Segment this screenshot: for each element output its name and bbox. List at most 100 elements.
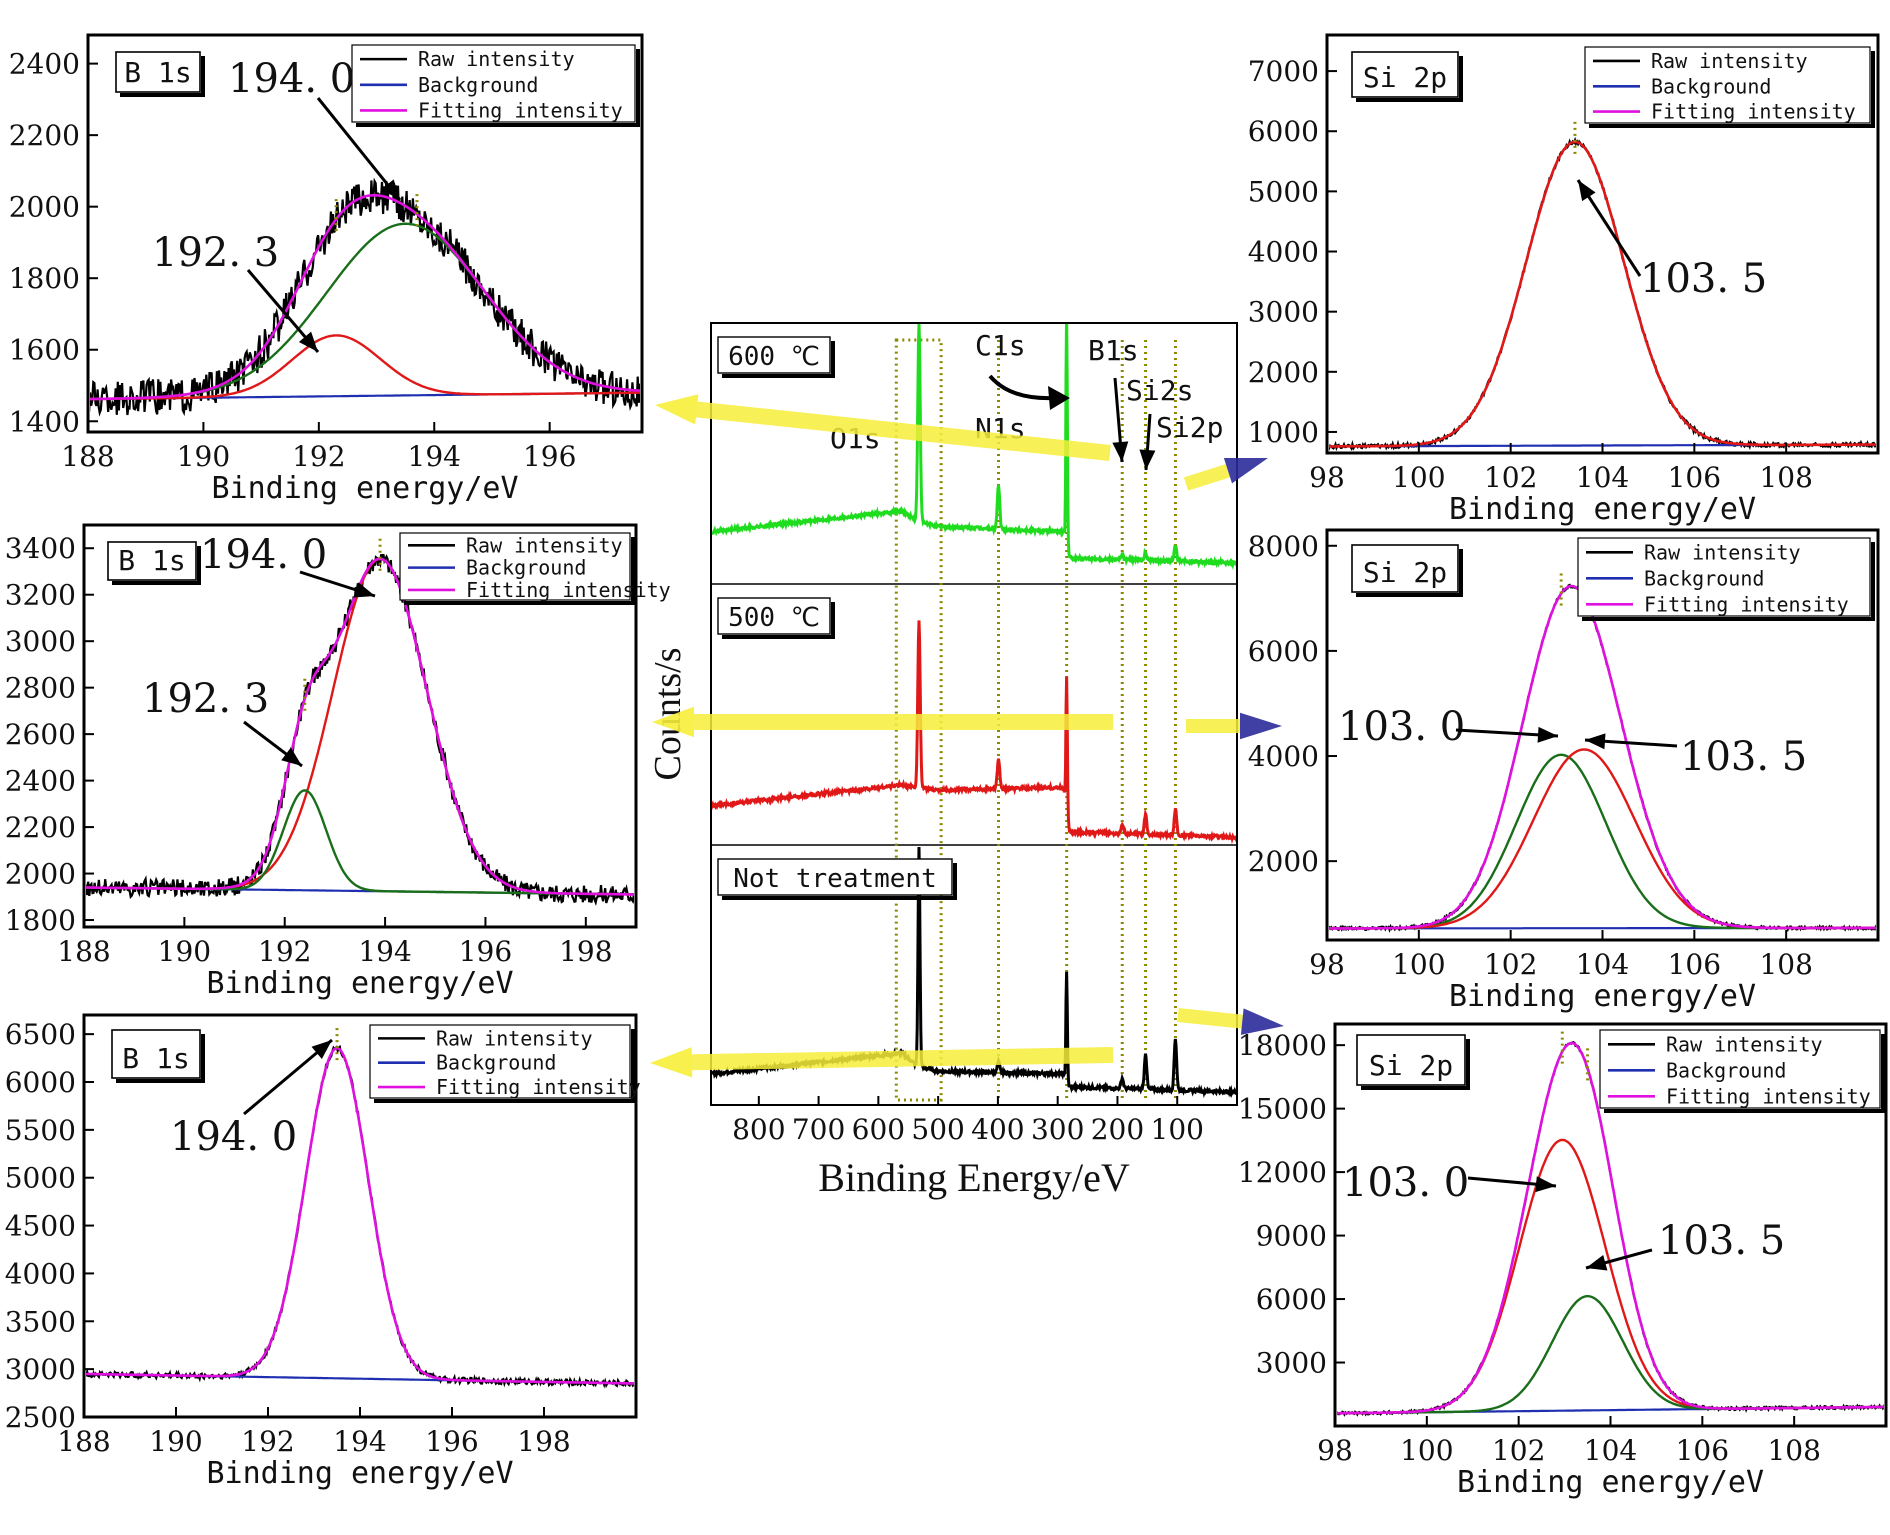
y-tick-label: 3400	[5, 532, 76, 565]
annotation-arrow-head	[281, 747, 302, 766]
fitting-intensity-line	[1329, 584, 1876, 930]
x-tick-label: 102	[1484, 461, 1537, 494]
x-axis-title: Binding energy/eV	[1449, 492, 1756, 527]
plot-b1s-500: 188 190 192 194 196 198 1800 2000 2200 2400 2600 28…	[5, 523, 671, 1001]
legend-shadow	[356, 49, 640, 127]
legend-label: Background	[1651, 74, 1771, 98]
y-tick-label: 1000	[1248, 416, 1319, 449]
survey-spectrum-1	[712, 324, 1236, 571]
x-tick-label: 98	[1317, 1434, 1353, 1467]
legend-label: Raw intensity	[418, 47, 575, 71]
legend-label: Fitting intensity	[436, 1075, 641, 1099]
survey-panel-area	[712, 620, 1236, 844]
plot-si2p-500: 98 100 102 104 106 108 2000 4000 6000 8000 Binding…	[1248, 528, 1880, 1014]
x-tick-label: 190	[149, 1425, 202, 1458]
annotation-arrow-head	[1535, 1176, 1556, 1193]
x-tick-label: 100	[1400, 1434, 1453, 1467]
survey-panel-label-shadow	[722, 602, 835, 639]
legend-label: Fitting intensity	[1651, 100, 1856, 124]
x-axis-title: Binding energy/eV	[1449, 979, 1756, 1014]
peak-annotation: 194. 0	[228, 56, 355, 102]
survey-panel-label: 500 ℃	[728, 603, 820, 633]
legend-label: Fitting intensity	[1666, 1084, 1871, 1108]
peak-annotation: 194. 0	[170, 1114, 297, 1160]
survey-panel-label-box	[717, 597, 831, 635]
peak-annotation: 194. 0	[200, 532, 327, 578]
spectrum-label-shadow	[1361, 1039, 1470, 1090]
survey-x-tick-label: 100	[1151, 1113, 1204, 1146]
annotation-arrow-head	[298, 331, 318, 352]
spectrum-label-box	[1356, 1034, 1466, 1086]
x-tick-label: 190	[158, 935, 211, 968]
x-axis-title: Binding energy/eV	[1457, 1465, 1764, 1500]
annotation-arrow-head	[1585, 733, 1606, 750]
plot-area	[86, 1044, 634, 1389]
y-tick-label: 6000	[5, 1066, 76, 1099]
y-tick-label: 15000	[1238, 1093, 1327, 1126]
x-tick-label: 104	[1584, 1434, 1637, 1467]
plot-area	[1329, 583, 1876, 933]
spectrum-label-shadow	[112, 546, 201, 585]
spectrum-label-shadow	[116, 1034, 205, 1083]
connector-arrow-head	[655, 394, 699, 425]
y-tick-label: 12000	[1238, 1156, 1327, 1189]
survey-x-tick-label: 700	[792, 1113, 845, 1146]
x-tick-label: 102	[1484, 948, 1537, 981]
legend-label: Background	[1666, 1058, 1786, 1082]
fitting-intensity-line	[1337, 1041, 1884, 1415]
survey-peak-label: B1s	[1088, 334, 1139, 367]
connector-arrow-head	[650, 1047, 693, 1078]
y-tick-label: 3000	[1248, 296, 1319, 329]
survey-x-tick-label: 400	[971, 1113, 1024, 1146]
connector-arrow-head	[1223, 458, 1268, 484]
y-tick-label: 3200	[5, 579, 76, 612]
x-tick-label: 192	[292, 440, 345, 473]
y-tick-label: 1800	[9, 262, 80, 295]
spectrum-label: B 1s	[122, 1042, 189, 1075]
plot-b1s-nt: 188 190 192 194 196 198 2500 3000 3500 4000 4500 50…	[5, 1013, 641, 1491]
x-tick-label: 108	[1767, 1434, 1820, 1467]
spectrum-label-shadow	[1356, 56, 1463, 102]
survey-panel-label-box	[717, 858, 953, 896]
y-tick-label: 6000	[1248, 115, 1319, 148]
x-tick-label: 108	[1759, 948, 1812, 981]
legend-label: Raw intensity	[436, 1026, 593, 1050]
x-tick-label: 104	[1576, 461, 1629, 494]
connector-arrow-shaft	[695, 401, 1111, 461]
y-tick-label: 2400	[9, 48, 80, 81]
spectrum-label: Si 2p	[1369, 1049, 1453, 1082]
connector-arrow	[655, 394, 1111, 461]
c1s-arrow-shaft	[988, 374, 1056, 401]
c1s-arrow-head	[1048, 386, 1070, 410]
spectrum-label-box	[111, 1029, 201, 1079]
connector-arrow-head	[1240, 712, 1282, 740]
connector-arrow	[1186, 712, 1282, 740]
spectrum-label-shadow	[120, 56, 205, 97]
y-tick-label: 18000	[1238, 1029, 1327, 1062]
survey-panel-label-box	[717, 336, 831, 374]
peak-annotation: 103. 5	[1658, 1218, 1785, 1264]
peak-annotation: 192. 3	[152, 230, 279, 276]
x-tick-label: 98	[1309, 948, 1345, 981]
annotation-arrow-head	[1586, 1255, 1608, 1271]
x-tick-label: 188	[61, 440, 114, 473]
survey-panel-label-shadow	[722, 863, 957, 900]
y-tick-label: 1800	[5, 904, 76, 937]
x-tick-label: 100	[1392, 461, 1445, 494]
legend-label: Fitting intensity	[418, 98, 623, 122]
component-peak-2	[90, 334, 640, 401]
annotation-arrow-head	[1537, 726, 1558, 743]
legend-label: Fitting intensity	[466, 578, 671, 602]
survey-panel-label: 600 ℃	[728, 342, 820, 372]
x-tick-label: 198	[559, 935, 612, 968]
legend-label: Background	[418, 73, 538, 97]
y-tick-label: 2500	[5, 1401, 76, 1434]
y-tick-label: 6000	[1248, 635, 1319, 668]
survey-spectrum-2	[712, 620, 1236, 844]
y-tick-label: 3500	[5, 1305, 76, 1338]
peak-annotation: 192. 3	[142, 676, 269, 722]
peak-annotation: 103. 5	[1640, 256, 1767, 302]
y-tick-label: 5000	[1248, 175, 1319, 208]
y-tick-label: 2000	[1248, 845, 1319, 878]
